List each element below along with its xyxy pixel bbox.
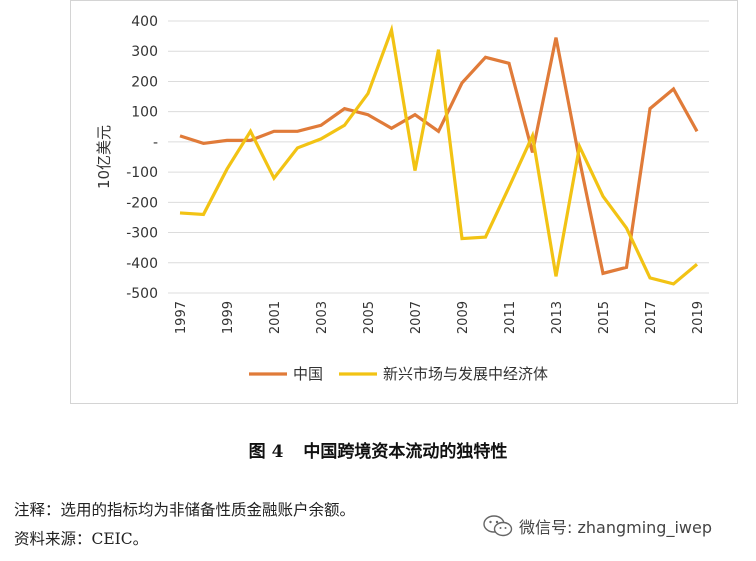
chart-note: 注释：选用的指标均为非储备性质金融账户余额。 [14,501,356,519]
x-tick-label: 2011 [503,301,518,334]
x-tick-label: 2003 [315,301,330,334]
x-tick-label: 2009 [456,301,471,334]
x-tick-label: 2001 [268,301,283,334]
wechat-icon [483,515,513,537]
x-tick-label: 2005 [362,301,377,334]
x-tick-label: 1999 [221,301,236,334]
figure-caption: 图 4 中国跨境资本流动的独特性 [0,437,756,462]
y-tick-label: 200 [131,74,158,90]
y-axis-label: 10亿美元 [95,125,113,189]
x-tick-label: 2013 [550,301,565,334]
series-line-2 [179,23,699,286]
y-tick-label: -100 [126,165,158,181]
x-tick-label: 2007 [409,301,424,334]
legend-label-1: 中国 [293,365,323,383]
x-tick-label: 2019 [691,301,706,334]
x-tick-label: 2017 [644,301,659,334]
y-tick-label: - [153,135,158,151]
y-tick-label: 400 [131,14,158,30]
y-tick-label: -200 [126,195,158,211]
figure-number: 图 4 [248,442,284,462]
data-source: 资料来源：CEIC。 [14,530,149,548]
y-tick-label: -300 [126,226,158,242]
legend-label-2: 新兴市场与发展中经济体 [383,365,548,383]
x-tick-label: 2015 [597,301,612,334]
line-chart: 400 300 200 100 - -100 -200 -300 -400 -500 10亿美元 19… [95,14,709,383]
watermark-text: 微信号: zhangming_iwep [519,518,712,537]
chart-frame: 400 300 200 100 - -100 -200 -300 -400 -500 10亿美元 19… [70,0,738,404]
y-tick-label: 100 [131,105,158,121]
figure-title: 中国跨境资本流动的独特性 [303,442,508,462]
y-tick-label: 300 [131,44,158,60]
y-tick-label: -400 [126,256,158,272]
series-line-1 [179,37,699,276]
watermark: 微信号: zhangming_iwep [483,514,712,538]
x-tick-label: 1997 [174,301,189,334]
y-tick-label: -500 [126,286,158,302]
